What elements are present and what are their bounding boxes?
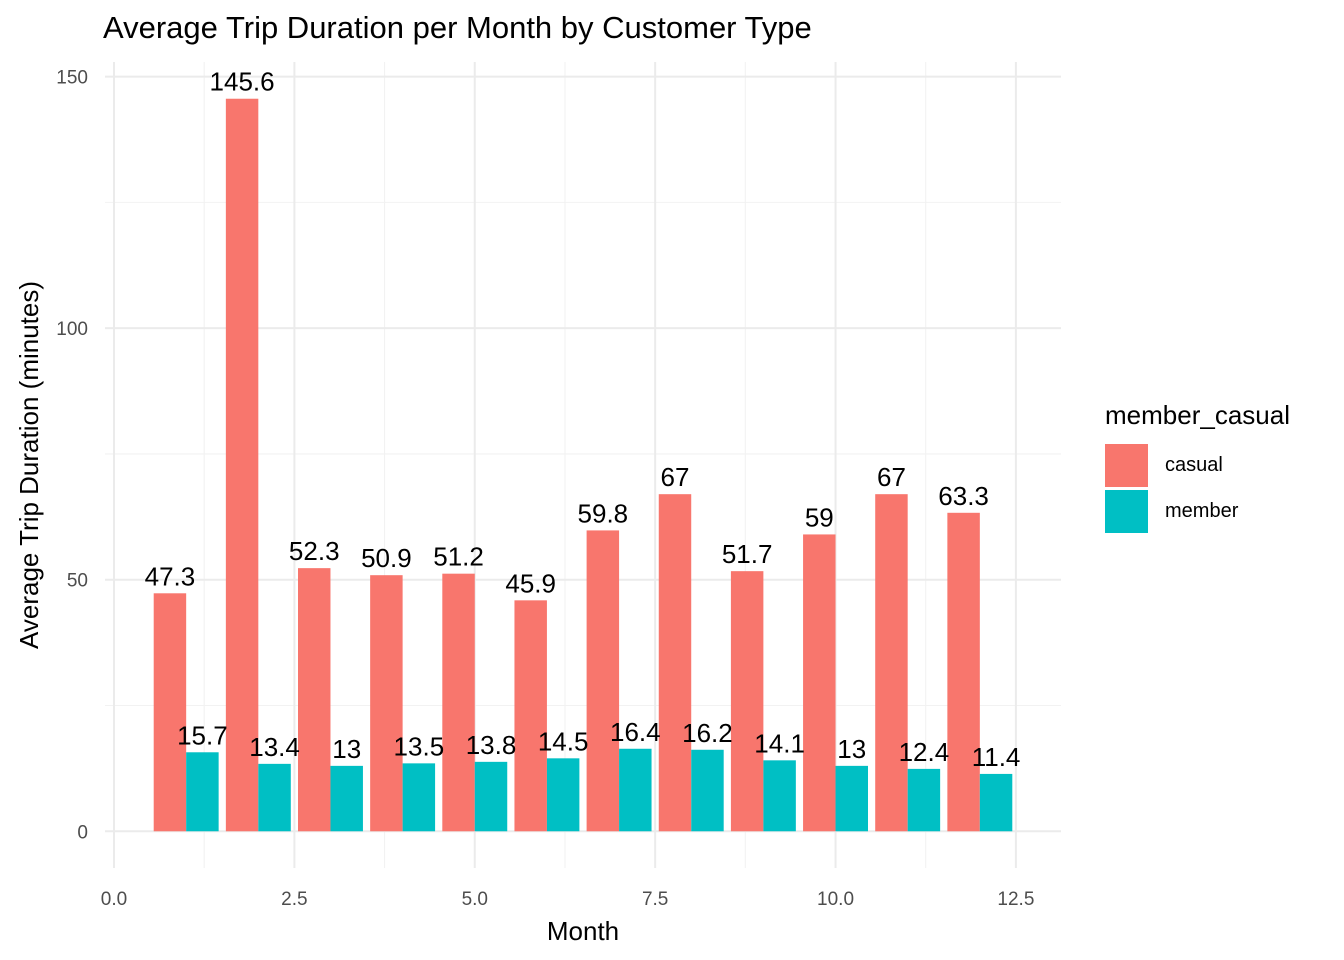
x-tick-label: 5.0 — [462, 889, 488, 910]
bar-member — [330, 765, 363, 832]
bar-member — [691, 749, 724, 832]
data-label-member: 14.5 — [538, 726, 589, 756]
data-label-casual: 50.9 — [361, 543, 412, 573]
bar-member — [763, 760, 796, 832]
bar-member — [546, 758, 580, 832]
data-label-member: 15.7 — [177, 720, 228, 750]
bar-member — [402, 763, 436, 832]
legend-item-casual: casual — [1105, 444, 1223, 487]
bars-layer — [153, 98, 1013, 832]
bar-casual — [298, 568, 331, 832]
data-label-casual: 51.7 — [722, 539, 773, 569]
bar-member — [258, 763, 291, 832]
data-labels-layer: 47.3 145.6 52.3 50.9 51.2 45.9 59.8 67 51.7 59 67 6… — [145, 67, 1021, 772]
y-tick-label: 0 — [77, 822, 88, 843]
bar-member — [979, 773, 1013, 832]
data-label-casual: 51.2 — [433, 542, 484, 572]
data-label-member: 14.1 — [754, 728, 805, 758]
data-label-casual: 52.3 — [289, 536, 340, 566]
legend: member_casual casual member — [1105, 400, 1290, 533]
data-label-casual: 67 — [877, 462, 906, 492]
legend-label-casual: casual — [1165, 454, 1223, 476]
data-label-casual: 45.9 — [505, 568, 556, 598]
bar-casual — [803, 534, 836, 832]
data-label-member: 13.8 — [466, 730, 517, 760]
bar-member — [835, 765, 868, 832]
y-tick-label: 100 — [56, 319, 88, 340]
bar-casual — [586, 530, 620, 832]
data-label-casual: 145.6 — [210, 67, 275, 97]
bar-casual — [225, 98, 259, 832]
legend-label-member: member — [1165, 500, 1239, 522]
y-axis-title: Average Trip Duration (minutes) — [14, 281, 44, 649]
x-tick-label: 0.0 — [101, 889, 127, 910]
y-tick-label: 50 — [67, 571, 88, 592]
x-tick-label: 12.5 — [997, 889, 1034, 910]
legend-swatch-casual — [1105, 444, 1148, 487]
y-tick-label: 150 — [56, 68, 88, 89]
data-label-casual: 59 — [805, 502, 834, 532]
bar-casual — [153, 593, 187, 832]
bar-member — [186, 752, 219, 832]
x-tick-label: 7.5 — [642, 889, 668, 910]
bar-member — [907, 768, 941, 832]
data-label-member: 11.4 — [972, 742, 1021, 772]
bar-member — [619, 748, 652, 832]
data-label-member: 13 — [837, 734, 866, 764]
x-tick-label: 2.5 — [281, 889, 307, 910]
bar-casual — [875, 494, 908, 832]
bar-casual — [370, 575, 403, 832]
axis-layer: 0 50 100 150 0.0 2.5 5.0 7.5 10.0 12.5 Month Averag… — [14, 68, 1034, 946]
bar-casual — [658, 494, 692, 832]
legend-swatch-member — [1105, 490, 1148, 533]
bar-member — [474, 761, 508, 832]
data-label-casual: 63.3 — [938, 481, 989, 511]
data-label-member: 12.4 — [899, 737, 950, 767]
bar-casual — [947, 512, 980, 832]
data-label-casual: 47.3 — [145, 561, 196, 591]
data-label-member: 16.2 — [682, 718, 733, 748]
chart-title: Average Trip Duration per Month by Custo… — [103, 10, 812, 45]
data-label-member: 13 — [332, 734, 361, 764]
data-label-member: 13.5 — [394, 731, 445, 761]
x-tick-label: 10.0 — [817, 889, 854, 910]
legend-title: member_casual — [1105, 400, 1290, 430]
legend-item-member: member — [1105, 490, 1238, 533]
data-label-casual: 67 — [661, 462, 690, 492]
bar-casual — [514, 600, 547, 832]
bar-casual — [730, 571, 764, 832]
data-label-member: 16.4 — [610, 717, 661, 747]
x-axis-title: Month — [547, 916, 619, 946]
data-label-casual: 59.8 — [578, 498, 629, 528]
data-label-member: 13.4 — [249, 732, 300, 762]
bar-casual — [442, 573, 475, 832]
